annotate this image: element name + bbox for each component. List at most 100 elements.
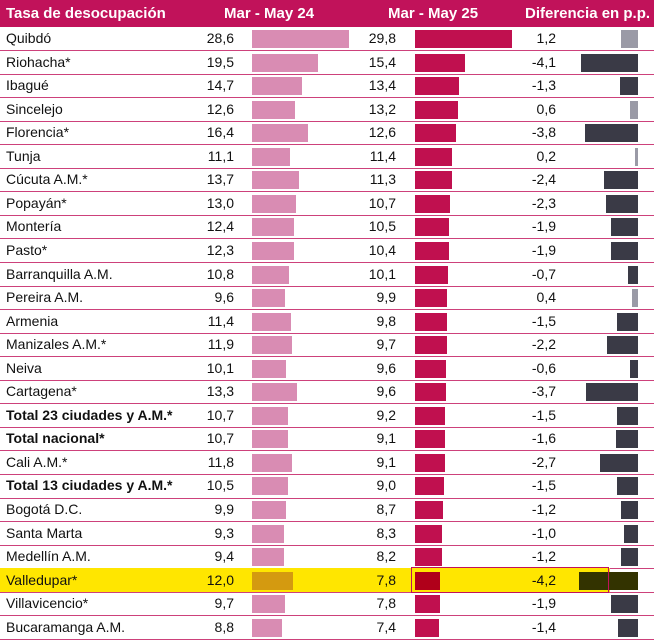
bar-2024 bbox=[252, 241, 294, 260]
row-label: Armenia bbox=[6, 312, 59, 329]
row-label: Pasto* bbox=[6, 241, 48, 258]
table-row: Santa Marta 9,3 8,3 -1,0 bbox=[0, 522, 654, 546]
bar-difference bbox=[619, 77, 638, 96]
row-separator bbox=[0, 544, 654, 546]
header-diff-column: Diferencia en p.p. bbox=[525, 5, 651, 22]
bar-2024 bbox=[252, 312, 291, 331]
bar-difference bbox=[617, 406, 638, 425]
bar-2025 bbox=[415, 618, 440, 637]
bar-2025 bbox=[415, 30, 512, 48]
table-row: Manizales A.M.* 11,9 9,7 -2,2 bbox=[0, 333, 654, 357]
row-separator bbox=[0, 309, 654, 311]
value-2024: 11,9 bbox=[207, 336, 234, 353]
value-2024: 10,7 bbox=[206, 406, 234, 423]
bar-2024 bbox=[252, 100, 295, 119]
bar-2025 bbox=[415, 383, 447, 402]
highlight-bar-frame bbox=[411, 566, 609, 594]
bar-2024 bbox=[252, 383, 298, 402]
row-separator bbox=[0, 285, 654, 287]
bar-2024 bbox=[252, 171, 299, 190]
value-2025: 7,8 bbox=[376, 571, 396, 588]
bar-2025 bbox=[415, 501, 444, 519]
value-2025: 7,4 bbox=[376, 618, 396, 635]
bar-difference bbox=[611, 241, 638, 260]
value-difference: -2,2 bbox=[531, 336, 556, 353]
bar-2025 bbox=[415, 595, 441, 614]
row-separator bbox=[0, 591, 654, 593]
value-2025: 10,4 bbox=[368, 241, 396, 258]
bar-2024 bbox=[252, 336, 293, 355]
bar-difference bbox=[580, 53, 638, 72]
value-difference: 0,4 bbox=[536, 289, 556, 306]
value-2025: 9,2 bbox=[376, 406, 396, 423]
value-2024: 11,8 bbox=[207, 453, 234, 470]
value-2024: 11,4 bbox=[207, 312, 234, 329]
bar-difference bbox=[628, 265, 638, 284]
value-difference: -1,9 bbox=[531, 595, 556, 612]
bar-2024 bbox=[252, 477, 288, 496]
bar-difference bbox=[604, 171, 638, 190]
row-separator bbox=[0, 262, 654, 263]
value-2024: 9,7 bbox=[214, 595, 234, 612]
value-2024: 10,1 bbox=[206, 359, 234, 376]
bar-2025 bbox=[415, 171, 452, 190]
header-2025-column: Mar - May 25 bbox=[388, 5, 479, 22]
table-row: Total 23 ciudades y A.M.* 10,7 9,2 -1,5 bbox=[0, 404, 654, 428]
bar-2024 bbox=[252, 595, 285, 614]
value-difference: -0,6 bbox=[531, 359, 556, 376]
value-difference: -4,1 bbox=[531, 53, 556, 70]
row-label: Quibdó bbox=[6, 30, 52, 46]
bar-2025 bbox=[415, 124, 456, 143]
value-2024: 16,4 bbox=[206, 124, 234, 141]
value-difference: 0,6 bbox=[536, 100, 556, 117]
row-separator bbox=[0, 167, 654, 169]
table-row: Quibdó 28,6 29,8 1,2 bbox=[0, 27, 654, 51]
bar-difference bbox=[621, 501, 638, 519]
table-row: Florencia* 16,4 12,6 -3,8 bbox=[0, 121, 654, 145]
value-2025: 8,7 bbox=[376, 501, 396, 517]
row-separator bbox=[0, 403, 654, 405]
bar-2025 bbox=[415, 194, 450, 213]
bar-2024 bbox=[252, 194, 297, 213]
table-row: Valledupar* 12,0 7,8 -4,2 bbox=[0, 569, 654, 593]
value-2024: 9,3 bbox=[214, 524, 234, 541]
value-difference: -0,7 bbox=[531, 265, 556, 282]
row-separator bbox=[0, 97, 654, 99]
bar-2025 bbox=[415, 53, 466, 72]
bar-difference bbox=[605, 194, 638, 213]
row-label: Santa Marta bbox=[6, 524, 83, 541]
value-2025: 10,7 bbox=[368, 194, 396, 211]
row-label: Florencia* bbox=[6, 124, 70, 141]
row-label: Bogotá D.C. bbox=[6, 501, 83, 517]
value-2025: 13,2 bbox=[368, 100, 396, 117]
bar-2024 bbox=[252, 218, 295, 237]
value-2025: 12,6 bbox=[368, 124, 396, 141]
row-separator bbox=[0, 73, 654, 75]
bar-2025 bbox=[415, 406, 445, 425]
bar-difference bbox=[584, 124, 638, 143]
row-label: Pereira A.M. bbox=[6, 289, 84, 306]
bar-2024 bbox=[252, 265, 289, 284]
bar-2025 bbox=[415, 289, 448, 308]
bar-2025 bbox=[415, 548, 442, 567]
value-2025: 9,1 bbox=[376, 453, 396, 470]
value-difference: -1,4 bbox=[531, 618, 556, 635]
bar-2025 bbox=[415, 241, 449, 260]
value-2025: 9,1 bbox=[376, 430, 396, 447]
value-2024: 8,8 bbox=[214, 618, 234, 635]
value-difference: -1,5 bbox=[531, 312, 556, 329]
bar-2025 bbox=[415, 453, 445, 472]
table-row: Pasto* 12,3 10,4 -1,9 bbox=[0, 239, 654, 263]
row-label: Manizales A.M.* bbox=[6, 336, 107, 353]
table-row: Montería 12,4 10,5 -1,9 bbox=[0, 215, 654, 239]
value-2024: 9,4 bbox=[214, 548, 234, 565]
row-label: Total nacional* bbox=[6, 430, 105, 447]
value-difference: -1,9 bbox=[531, 241, 556, 258]
row-label: Total 13 ciudades y A.M.* bbox=[6, 477, 173, 494]
row-separator bbox=[0, 214, 654, 216]
table-row: Armenia 11,4 9,8 -1,5 bbox=[0, 310, 654, 334]
value-2024: 9,6 bbox=[214, 289, 234, 306]
bar-difference bbox=[611, 595, 638, 614]
row-separator bbox=[0, 497, 654, 499]
value-2025: 9,0 bbox=[376, 477, 396, 494]
